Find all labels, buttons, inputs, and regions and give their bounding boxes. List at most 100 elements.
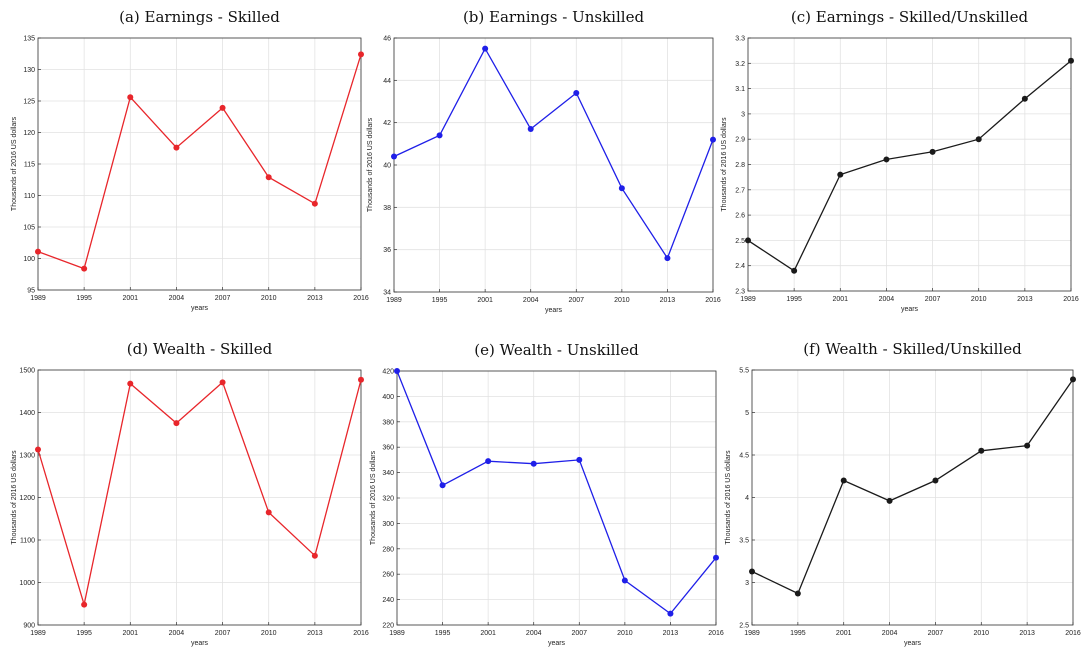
data-point — [573, 90, 580, 97]
y-tick-label: 44 — [383, 78, 391, 85]
x-tick-label: 1995 — [790, 630, 806, 637]
y-axis-label: Thousands of 2016 US dollars — [11, 450, 18, 545]
data-point — [667, 610, 674, 617]
data-point — [358, 51, 364, 58]
data-point — [749, 568, 755, 575]
x-tick-label: 2010 — [261, 295, 277, 302]
data-point — [81, 265, 88, 272]
y-tick-label: 1500 — [19, 368, 35, 375]
data-point — [621, 577, 628, 584]
x-tick-label: 2004 — [169, 295, 185, 302]
y-tick-label: 280 — [382, 546, 394, 553]
data-point — [837, 171, 844, 178]
y-tick-label: 3.1 — [735, 86, 745, 93]
chart-panel: 1989 1995 2001 2004 2007 2010 2013 2016 34 36 38 40… — [367, 8, 721, 314]
y-tick-label: 5.5 — [739, 368, 749, 375]
data-point — [391, 153, 397, 160]
data-point — [527, 126, 534, 133]
data-point — [710, 136, 716, 143]
x-tick-label: 1995 — [76, 630, 92, 637]
y-tick-label: 105 — [23, 225, 35, 232]
y-tick-label: 100 — [23, 256, 35, 263]
y-tick-label: 38 — [383, 205, 391, 212]
panel-title: (e) Wealth - Unskilled — [474, 341, 639, 359]
data-point — [173, 144, 180, 151]
y-tick-label: 120 — [23, 130, 35, 137]
y-axis-label: Thousands of 2016 US dollars — [721, 117, 728, 212]
x-tick-label: 2001 — [477, 297, 493, 304]
data-point — [81, 601, 88, 608]
y-tick-label: 2.6 — [735, 213, 745, 220]
data-point — [978, 447, 985, 454]
x-tick-label: 2010 — [971, 296, 987, 303]
x-tick-label: 2013 — [307, 630, 323, 637]
x-axis-label: years — [545, 307, 563, 314]
x-tick-label: 2013 — [1017, 296, 1033, 303]
chart-panel: 1989 1995 2001 2004 2007 2010 2013 2016 2.3 2.4 2.… — [721, 8, 1079, 313]
series-line — [747, 60, 1072, 272]
data-point — [713, 554, 719, 561]
x-tick-label: 2001 — [832, 296, 848, 303]
x-tick-label: 2001 — [122, 630, 138, 637]
x-tick-label: 2016 — [1065, 630, 1081, 637]
data-point — [1021, 95, 1028, 102]
data-point — [311, 552, 318, 559]
data-point — [929, 148, 936, 155]
x-tick-label: 2007 — [925, 296, 941, 303]
data-point — [530, 460, 537, 467]
y-tick-label: 1300 — [19, 453, 35, 460]
y-tick-label: 2.7 — [735, 187, 745, 194]
chart-panel: 1989 1995 2001 2004 2007 2010 2013 2016 95 100 105… — [11, 8, 369, 312]
data-point — [265, 509, 272, 516]
x-tick-label: 2004 — [169, 630, 185, 637]
x-tick-label: 2007 — [928, 630, 944, 637]
data-point — [358, 376, 364, 383]
y-axis-label: Thousands of 2016 US dollars — [370, 450, 377, 545]
data-point — [219, 104, 226, 111]
y-tick-label: 3.3 — [735, 36, 745, 43]
data-point — [1070, 376, 1076, 383]
x-tick-label: 2004 — [879, 296, 895, 303]
y-axis-label: Thousands of 2016 US dollars — [725, 450, 732, 545]
data-point — [219, 379, 226, 386]
y-tick-label: 1400 — [19, 410, 35, 417]
y-tick-label: 300 — [382, 521, 394, 528]
y-axis-label: Thousands of 2016 US dollars — [11, 116, 18, 211]
x-tick-label: 1989 — [386, 297, 402, 304]
y-tick-label: 125 — [23, 99, 35, 106]
y-tick-label: 2.5 — [735, 238, 745, 245]
panel-title: (d) Wealth - Skilled — [127, 340, 273, 358]
data-point — [975, 136, 982, 143]
y-tick-label: 340 — [382, 470, 394, 477]
data-point — [173, 420, 180, 427]
x-tick-label: 1995 — [432, 297, 448, 304]
x-tick-label: 1995 — [435, 630, 451, 637]
y-tick-label: 110 — [24, 193, 35, 200]
y-tick-label: 135 — [23, 36, 35, 43]
x-tick-label: 2007 — [215, 630, 231, 637]
data-point — [436, 132, 443, 139]
y-tick-label: 400 — [382, 394, 394, 401]
y-tick-label: 1000 — [19, 580, 35, 587]
data-point — [883, 156, 890, 163]
x-axis-label: years — [904, 640, 922, 647]
panel-title: (c) Earnings - Skilled/Unskilled — [791, 8, 1029, 26]
series-line — [751, 379, 1074, 595]
y-tick-label: 3.5 — [739, 538, 749, 545]
y-tick-label: 34 — [383, 290, 391, 297]
data-point — [932, 477, 939, 484]
data-point — [886, 497, 893, 504]
x-tick-label: 2001 — [480, 630, 496, 637]
x-tick-label: 2007 — [215, 295, 231, 302]
x-tick-label: 2016 — [353, 630, 369, 637]
y-tick-label: 240 — [382, 597, 394, 604]
y-tick-label: 2.5 — [739, 623, 749, 630]
y-tick-label: 40 — [383, 163, 391, 170]
x-axis-label: years — [901, 306, 919, 313]
data-point — [311, 200, 318, 207]
x-tick-label: 2004 — [526, 630, 542, 637]
chart-panel: 1989 1995 2001 2004 2007 2010 2013 2016 900 1000 1… — [11, 340, 369, 647]
y-tick-label: 3 — [745, 580, 749, 587]
data-point — [618, 185, 625, 192]
y-tick-label: 3 — [741, 111, 745, 118]
